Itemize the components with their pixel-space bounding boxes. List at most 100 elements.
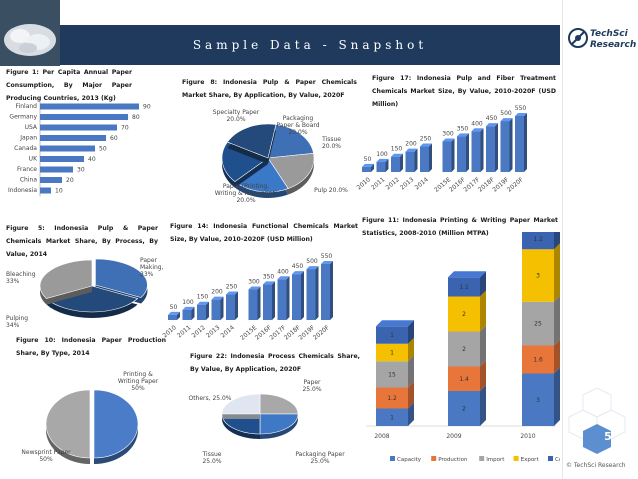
fig11-legend-swatch — [479, 456, 485, 461]
fig17-bar-side — [385, 158, 389, 172]
fig11-segment-label: 1.2 — [533, 236, 543, 243]
fig1-bar — [40, 156, 84, 162]
fig1-value-label: 40 — [88, 156, 96, 163]
fig11-segment-side — [480, 271, 486, 297]
fig11-segment-side — [480, 360, 486, 391]
fig10-pie-chart: Printing & Writing Paper 50% Newsprint Pape… — [21, 371, 159, 464]
logo-mark-icon: TechSci Research — [568, 28, 636, 50]
header-bar — [60, 25, 560, 65]
fig14-category-label: 2012 — [191, 324, 207, 339]
fig1-caption: Figure 1: Per Capita Annual Paper Consum… — [6, 69, 132, 102]
fig17-bar-side — [451, 138, 455, 172]
fig11-segment-side — [408, 355, 414, 388]
fig17-category-label: 2010 — [356, 176, 372, 191]
header-photo — [0, 0, 60, 66]
fig17-bar-side — [414, 148, 418, 172]
fig14-bar — [292, 274, 301, 320]
fig1-value-label: 60 — [110, 135, 118, 142]
fig1-bar — [40, 124, 117, 131]
fig11-segment-label: 1.4 — [459, 376, 469, 383]
fig11-segment-side — [408, 337, 414, 362]
fig8-slice-label: Paper (Printing, Writing & Newsprint) 20.0… — [215, 183, 278, 204]
fig11-segment-label: 3 — [536, 397, 540, 404]
fig22-slice-label: Others, 25.0% — [188, 395, 231, 402]
fig17-bar-top — [362, 163, 374, 167]
fig17-value-label: 500 — [500, 110, 512, 117]
fig17-bar-top — [515, 113, 527, 116]
fig5-slice — [39, 259, 93, 299]
techsci-logo[interactable]: TechSci Research — [568, 20, 636, 60]
fig14-bar-chart: 5020101002011150201220020132502014300201… — [162, 253, 333, 342]
fig22-pie-chart: Paper 25.0% Packaging Paper 25.0% Tissue 25.0… — [188, 379, 345, 465]
fig17-value-label: 300 — [442, 130, 454, 137]
fig17-bar-top — [457, 133, 469, 137]
fig14-bar — [306, 269, 316, 320]
fig17-category-label: 2020F — [506, 176, 525, 194]
fig17-bar-side — [371, 163, 374, 172]
copyright-text: © TechSci Research — [566, 462, 626, 469]
fig14-bar-top — [182, 306, 195, 310]
fig11-segment — [376, 387, 408, 409]
fig11-segment-side — [480, 385, 486, 426]
fig11-legend-label: Consumption — [555, 457, 560, 463]
fig14-category-label: 2020F — [312, 324, 331, 342]
fig11-segment-side — [554, 243, 560, 302]
fig14-bar-top — [321, 261, 333, 264]
fig11-segment — [448, 296, 480, 332]
fig14-bar — [248, 289, 258, 320]
fig11-segment-label: 1.1 — [459, 284, 469, 291]
fig14-bar-top — [226, 291, 238, 295]
fig10-slice-label: Newsprint Paper 50% — [21, 449, 71, 463]
fig14-value-label: 300 — [248, 278, 260, 285]
fig11-segment — [522, 345, 554, 374]
fig14-bar-top — [292, 271, 304, 275]
fig17-value-label: 50 — [364, 156, 372, 163]
fig11-legend-label: Export — [521, 457, 540, 463]
fig17-value-label: 150 — [391, 146, 403, 153]
right-sidebar — [562, 0, 638, 479]
fig5-slice-label: Pulping 34% — [6, 315, 28, 329]
fig11-legend-swatch — [548, 456, 553, 461]
fig17-bar-top — [391, 153, 403, 157]
fig14-value-label: 550 — [321, 253, 333, 260]
fig1-bar — [40, 177, 62, 183]
fig11-segment-label: 1.6 — [533, 357, 543, 364]
fig11-legend-label: Capacity — [397, 457, 422, 463]
fig1-category-label: Germany — [9, 114, 37, 121]
fig1-category-label: UK — [29, 156, 38, 163]
fig8-slice-label: Specialty Paper 20.0% — [213, 109, 260, 123]
fig14-bar-side — [301, 271, 304, 320]
fig14-category-label: 2013 — [205, 324, 221, 339]
fig11-segment — [448, 277, 480, 297]
fig11-legend-swatch — [431, 456, 437, 461]
fig14-bar-side — [206, 301, 209, 320]
fig14-value-label: 250 — [226, 284, 238, 291]
fig17-bar-side — [466, 133, 469, 172]
fig14-bar-side — [177, 311, 180, 320]
fig17-bar-top — [486, 123, 498, 127]
fig1-bar — [40, 145, 95, 152]
fig22-slice-label: Tissue 25.0% — [202, 451, 222, 465]
fig17-bar — [405, 151, 415, 172]
fig17-bar — [420, 146, 429, 172]
fig11-segment-label: 3 — [536, 273, 540, 280]
fig11-legend-swatch — [390, 456, 395, 461]
fig1-value-label: 70 — [121, 125, 129, 132]
fig17-bar-top — [471, 128, 484, 132]
fig11-segment-label: 2 — [462, 346, 466, 353]
fig17-value-label: 450 — [486, 115, 498, 122]
fig17-value-label: 400 — [471, 120, 483, 127]
fig14-bar — [211, 299, 221, 320]
fig11-segment-side — [408, 402, 414, 426]
fig14-bar — [197, 304, 206, 320]
fig8-caption: Figure 8: Indonesia Pulp & Paper Chemica… — [182, 79, 357, 99]
fig1-category-label: France — [17, 166, 37, 173]
fig5-caption: Figure 5: Indonesia Pulp & Paper Chemica… — [6, 225, 158, 258]
fig14-bar — [182, 309, 192, 320]
fig17-bar-top — [442, 138, 455, 142]
fig14-bar-top — [211, 296, 224, 300]
fig8-pie-chart: Specialty Paper 20.0% Packaging Paper & Boa… — [213, 109, 348, 204]
fig11-segment — [522, 249, 554, 302]
fig14-bar-side — [220, 296, 224, 320]
fig11-segment-label: 15 — [388, 371, 396, 378]
